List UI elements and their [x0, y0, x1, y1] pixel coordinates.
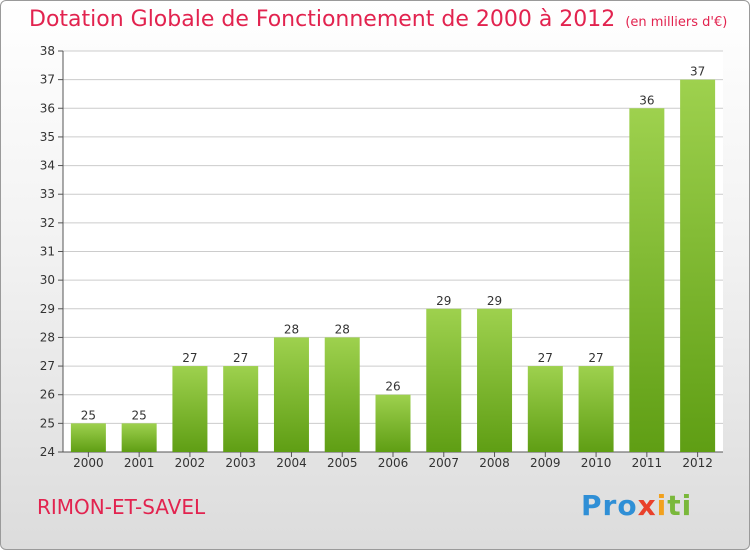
x-tick-label: 2003 — [225, 456, 256, 470]
proxiti-logo: Proxiti — [581, 489, 692, 522]
y-tick-label: 26 — [40, 388, 55, 402]
bar — [375, 394, 411, 452]
chart-title-text: Dotation Globale de Fonctionnement de 20… — [29, 7, 616, 32]
x-tick-label: 2009 — [530, 456, 561, 470]
logo-part-3: i — [656, 489, 668, 522]
bar — [426, 308, 462, 452]
bar-value-label: 26 — [385, 380, 400, 394]
logo-part-4: ti — [667, 489, 693, 522]
y-tick-label: 27 — [40, 359, 55, 373]
x-tick-label: 2004 — [276, 456, 307, 470]
chart-title: Dotation Globale de Fonctionnement de 20… — [29, 7, 727, 32]
bar — [680, 79, 716, 453]
bar — [629, 108, 665, 453]
bar — [324, 337, 360, 452]
bar-value-label: 28 — [335, 322, 350, 336]
logo-part-1: Pro — [581, 489, 638, 522]
y-tick-label: 24 — [40, 445, 55, 459]
y-tick-label: 36 — [40, 101, 55, 115]
x-tick-label: 2002 — [175, 456, 206, 470]
bar — [273, 337, 309, 452]
bar-value-label: 28 — [284, 322, 299, 336]
chart-unit: (en milliers d'€) — [625, 15, 728, 30]
x-tick-label: 2010 — [581, 456, 612, 470]
x-tick-label: 2000 — [73, 456, 104, 470]
y-tick-label: 33 — [40, 187, 55, 201]
bar-value-label: 27 — [182, 351, 197, 365]
bar — [477, 308, 513, 452]
y-tick-label: 30 — [40, 273, 55, 287]
bar-value-label: 27 — [588, 351, 603, 365]
x-tick-label: 2011 — [632, 456, 663, 470]
bar — [70, 423, 106, 452]
y-tick-label: 29 — [40, 302, 55, 316]
y-tick-label: 31 — [40, 245, 55, 259]
x-tick-label: 2005 — [327, 456, 358, 470]
x-tick-label: 2012 — [682, 456, 713, 470]
y-tick-label: 38 — [40, 44, 55, 58]
y-tick-label: 34 — [40, 159, 55, 173]
bar — [578, 366, 614, 452]
x-tick-label: 2006 — [378, 456, 409, 470]
bar — [527, 366, 563, 452]
bar-value-label: 25 — [132, 408, 147, 422]
x-tick-label: 2007 — [428, 456, 459, 470]
commune-name: RIMON-ET-SAVEL — [37, 495, 206, 519]
bar — [172, 366, 208, 452]
logo-part-2: x — [637, 489, 657, 522]
y-tick-label: 32 — [40, 216, 55, 230]
bar-value-label: 25 — [81, 408, 96, 422]
x-tick-label: 2001 — [124, 456, 155, 470]
x-tick-label: 2008 — [479, 456, 510, 470]
bar — [121, 423, 157, 452]
y-tick-label: 25 — [40, 416, 55, 430]
bar-value-label: 36 — [639, 93, 654, 107]
y-tick-label: 28 — [40, 330, 55, 344]
bar-value-label: 29 — [436, 294, 451, 308]
bar-value-label: 27 — [538, 351, 553, 365]
bar-value-label: 37 — [690, 65, 705, 79]
bar — [223, 366, 259, 452]
y-tick-label: 37 — [40, 73, 55, 87]
y-tick-label: 35 — [40, 130, 55, 144]
bar-value-label: 27 — [233, 351, 248, 365]
bar-value-label: 29 — [487, 294, 502, 308]
